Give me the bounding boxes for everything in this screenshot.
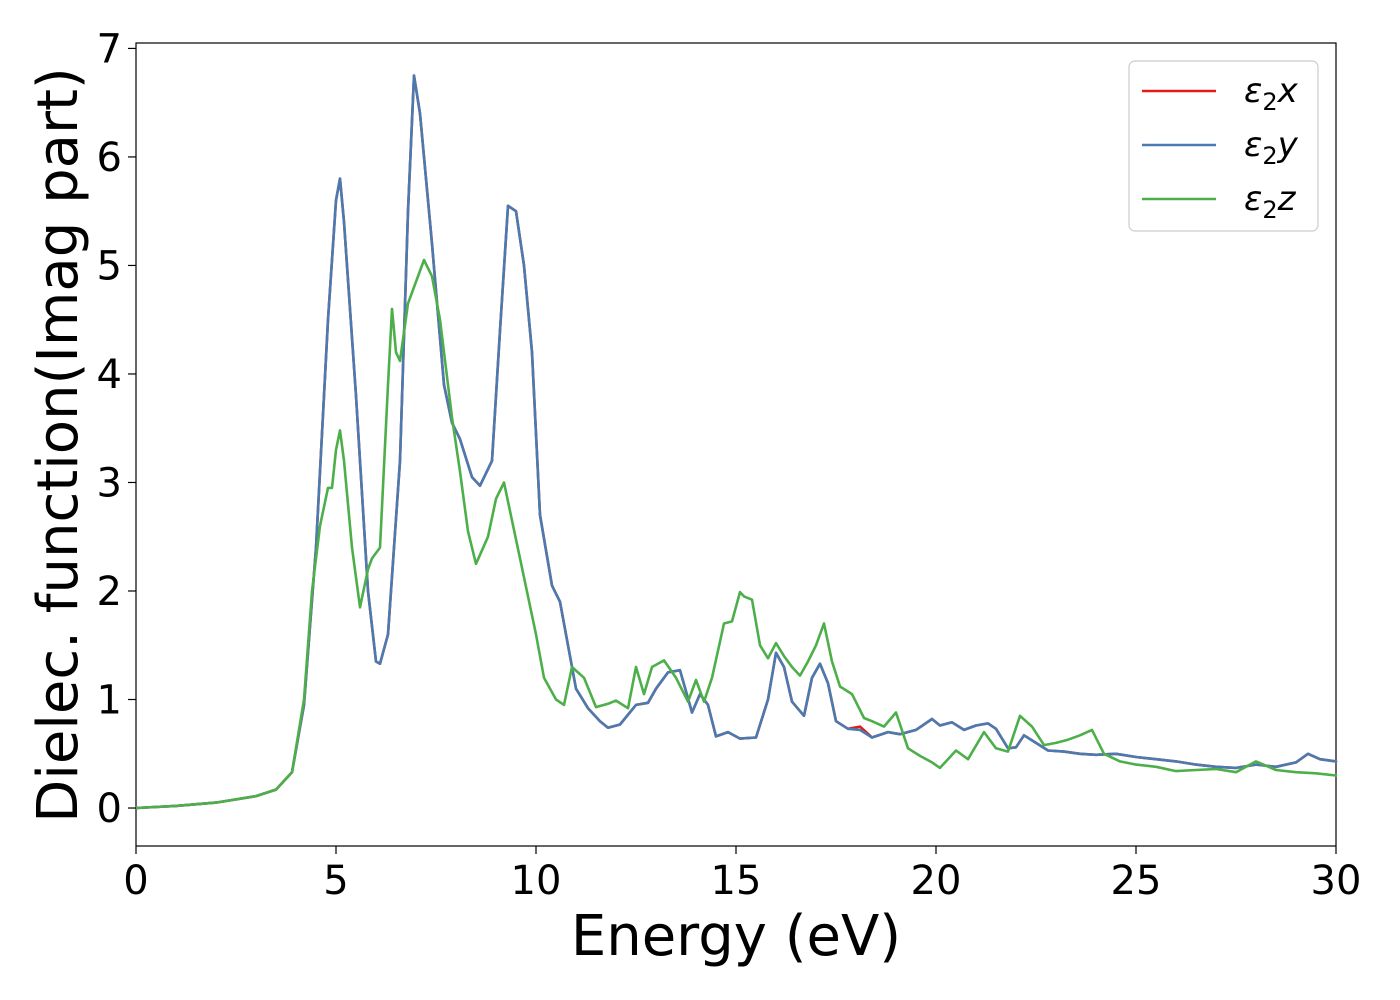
x-axis-ticks: 0 5 10 15 20 25 30: [123, 846, 1361, 904]
y-axis-title: Dielec. function(Imag part): [26, 67, 91, 823]
legend-label-y: ε2y: [1244, 125, 1299, 170]
y-tick-label: 5: [97, 243, 122, 289]
y-tick-label: 1: [97, 678, 122, 724]
y-tick-label: 0: [97, 786, 122, 832]
legend-box: [1128, 60, 1319, 232]
y-tick-label: 4: [97, 352, 122, 398]
x-tick-label: 30: [1311, 858, 1362, 904]
x-axis-title: Energy (eV): [571, 904, 901, 969]
legend-label-x: ε2x: [1244, 71, 1299, 116]
legend-items: ε2x ε2y ε2z: [1142, 71, 1299, 224]
x-tick-label: 0: [123, 858, 148, 904]
x-tick-label: 20: [911, 858, 962, 904]
y-tick-label: 2: [97, 569, 122, 615]
legend-label-z: ε2z: [1244, 179, 1297, 224]
y-tick-label: 6: [97, 135, 122, 181]
x-tick-label: 25: [1111, 858, 1162, 904]
legend: ε2x ε2y ε2z: [1128, 60, 1319, 232]
x-tick-label: 15: [711, 858, 762, 904]
x-tick-label: 10: [511, 858, 562, 904]
y-tick-label: 3: [97, 460, 122, 506]
y-tick-label: 7: [97, 26, 122, 72]
y-axis-ticks: 0 1 2 3 4 5 6 7: [97, 26, 136, 832]
x-tick-label: 5: [323, 858, 348, 904]
series-line-z: [134, 258, 1338, 810]
series-layer: [134, 74, 1338, 810]
